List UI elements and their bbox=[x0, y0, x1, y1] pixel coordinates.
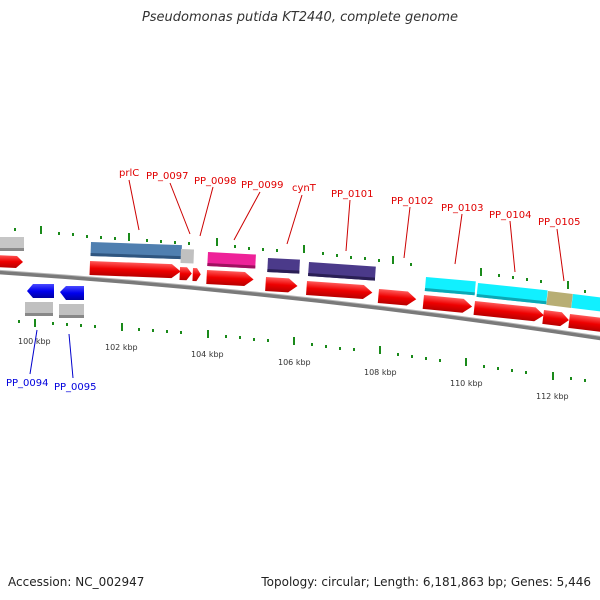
gene-label-pp0102: PP_0102 bbox=[391, 196, 434, 207]
feature-bars bbox=[0, 237, 600, 312]
genome-backbone bbox=[0, 270, 600, 341]
accession-text: Accession: NC_002947 bbox=[8, 575, 145, 589]
gene-label-cynt: cynT bbox=[292, 183, 317, 194]
scale-label-110kbp: 110 kbp bbox=[450, 379, 483, 388]
forward-cds-arrows bbox=[0, 255, 600, 333]
gene-label-pp0105: PP_0105 bbox=[538, 217, 581, 228]
scale-label-100kbp: 100 kbp bbox=[18, 337, 51, 346]
tick-row-bottom bbox=[18, 319, 586, 382]
scale-label-108kbp: 108 kbp bbox=[364, 368, 397, 377]
label-leader-lines-bottom bbox=[29, 329, 74, 379]
gene-label-pp0101: PP_0101 bbox=[331, 189, 374, 200]
gene-label-pp0099: PP_0099 bbox=[241, 180, 284, 191]
gene-label-pp0095: PP_0095 bbox=[54, 382, 97, 393]
scale-label-102kbp: 102 kbp bbox=[105, 343, 138, 352]
genome-summary-text: Topology: circular; Length: 6,181,863 bp… bbox=[261, 575, 591, 589]
scale-label-106kbp: 106 kbp bbox=[278, 358, 311, 367]
label-leader-lines bbox=[128, 179, 565, 282]
map-title: Pseudomonas putida KT2440, complete geno… bbox=[141, 10, 459, 25]
gene-label-pp0097: PP_0097 bbox=[146, 171, 189, 182]
gene-label-pp0098: PP_0098 bbox=[194, 176, 237, 187]
gene-label-pp0103: PP_0103 bbox=[441, 203, 484, 214]
reverse-cds-arrows bbox=[25, 284, 84, 318]
gene-label-pp0104: PP_0104 bbox=[489, 210, 532, 221]
gene-label-pp0094: PP_0094 bbox=[6, 378, 49, 389]
scale-label-104kbp: 104 kbp bbox=[191, 350, 224, 359]
tick-row-top bbox=[14, 226, 586, 293]
scale-label-112kbp: 112 kbp bbox=[536, 392, 569, 401]
gene-label-prlc: prlC bbox=[119, 168, 139, 179]
